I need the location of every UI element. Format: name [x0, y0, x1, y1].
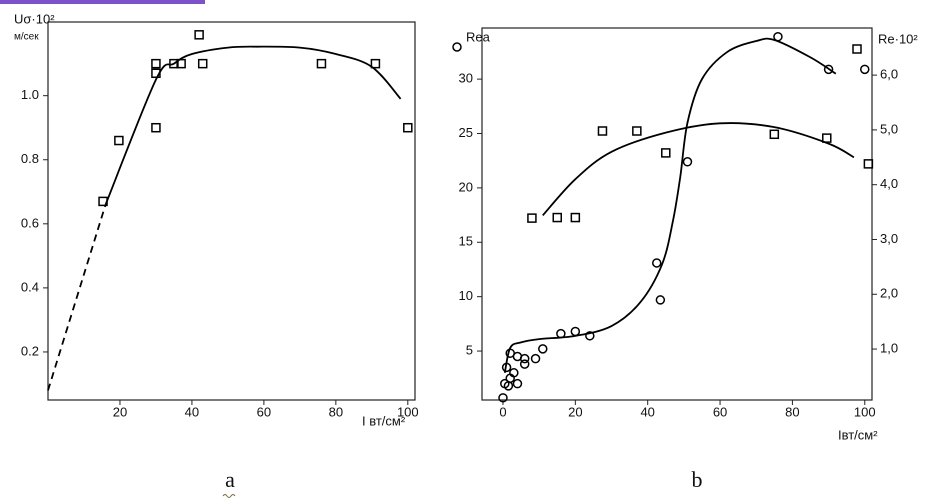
- circle-marker: [655, 295, 666, 305]
- circle-marker: [651, 258, 662, 268]
- y-tick-label: 5: [466, 342, 473, 357]
- circle-marker: [509, 368, 519, 378]
- x-axis-label: I вт/см²: [362, 413, 406, 428]
- y-tick-label: 30: [459, 71, 473, 86]
- x-tick-label: 40: [640, 404, 654, 419]
- plot-frame: [481, 27, 873, 401]
- circle-marker: [682, 157, 693, 167]
- y-axis-label: Uσ·10²: [14, 11, 55, 26]
- y-tick-label: 25: [459, 125, 473, 140]
- fit-line: [47, 204, 107, 391]
- square-marker: [552, 212, 563, 223]
- y2-tick-label: 5,0: [880, 121, 898, 136]
- circle-marker: [585, 331, 595, 341]
- x-tick-label: 60: [713, 404, 727, 419]
- square-marker: [316, 58, 327, 69]
- key-square: [852, 44, 862, 54]
- circle-marker: [530, 353, 541, 364]
- x-tick-label: 80: [329, 404, 343, 419]
- circle-marker: [538, 344, 548, 354]
- y-tick-label: 10: [459, 288, 473, 303]
- circle-marker: [570, 326, 581, 337]
- x-tick-label: 0: [499, 404, 506, 419]
- squiggle: [222, 494, 236, 498]
- y-tick-label: 20: [459, 179, 473, 194]
- highlight-bar: [0, 0, 205, 4]
- square-marker: [194, 30, 204, 40]
- fit-line: [503, 37, 837, 373]
- square-marker: [151, 58, 161, 69]
- square-marker: [597, 126, 608, 136]
- y2-tick-label: 2,0: [880, 286, 898, 301]
- square-marker: [863, 159, 874, 169]
- y2-tick-label: 6,0: [880, 67, 898, 82]
- circle-marker: [860, 64, 870, 75]
- x-tick-label: 100: [854, 404, 876, 419]
- y2-tick-label: 1,0: [880, 340, 898, 355]
- x-tick-label: 40: [185, 404, 199, 419]
- panel-label: a: [225, 467, 235, 492]
- square-marker: [570, 212, 581, 223]
- x-tick-label: 80: [785, 404, 799, 419]
- x-tick-label: 20: [113, 404, 127, 419]
- square-marker: [661, 148, 671, 158]
- square-marker: [114, 135, 124, 146]
- panel-label: b: [692, 467, 703, 492]
- y-tick-label: 0.6: [21, 215, 39, 230]
- y-tick-label: 1.0: [21, 87, 39, 102]
- square-marker: [527, 213, 537, 223]
- y2-tick-label: 3,0: [880, 231, 898, 246]
- y-axis-label: Rea: [466, 29, 491, 44]
- y-tick-label: 0.2: [21, 343, 39, 358]
- square-marker: [632, 126, 642, 136]
- y-axis-unit: м/сек: [14, 32, 39, 43]
- circle-marker: [512, 378, 523, 389]
- square-marker: [197, 58, 208, 69]
- plot-frame: [47, 21, 416, 401]
- circle-marker: [519, 353, 530, 364]
- x-tick-label: 20: [568, 404, 582, 419]
- circle-marker: [498, 393, 508, 403]
- square-marker: [769, 129, 780, 140]
- y-tick-label: 0.8: [21, 151, 39, 166]
- square-marker: [169, 58, 179, 69]
- x-tick-label: 60: [257, 404, 271, 419]
- fit-line: [104, 45, 402, 205]
- y-tick-label: 15: [459, 234, 473, 249]
- key-circle: [452, 42, 462, 52]
- x-tick-label: 100: [397, 404, 419, 419]
- fit-line: [542, 122, 855, 216]
- circle-marker: [519, 359, 530, 369]
- y-tick-label: 0.4: [21, 279, 39, 294]
- x-axis-label: Iвт/см²: [838, 427, 878, 442]
- square-marker: [151, 122, 161, 133]
- circle-marker: [823, 64, 834, 75]
- y2-tick-label: 4,0: [880, 176, 898, 191]
- square-marker: [403, 122, 413, 133]
- square-marker: [370, 58, 381, 69]
- y2-axis-label: Re·10²: [878, 31, 918, 46]
